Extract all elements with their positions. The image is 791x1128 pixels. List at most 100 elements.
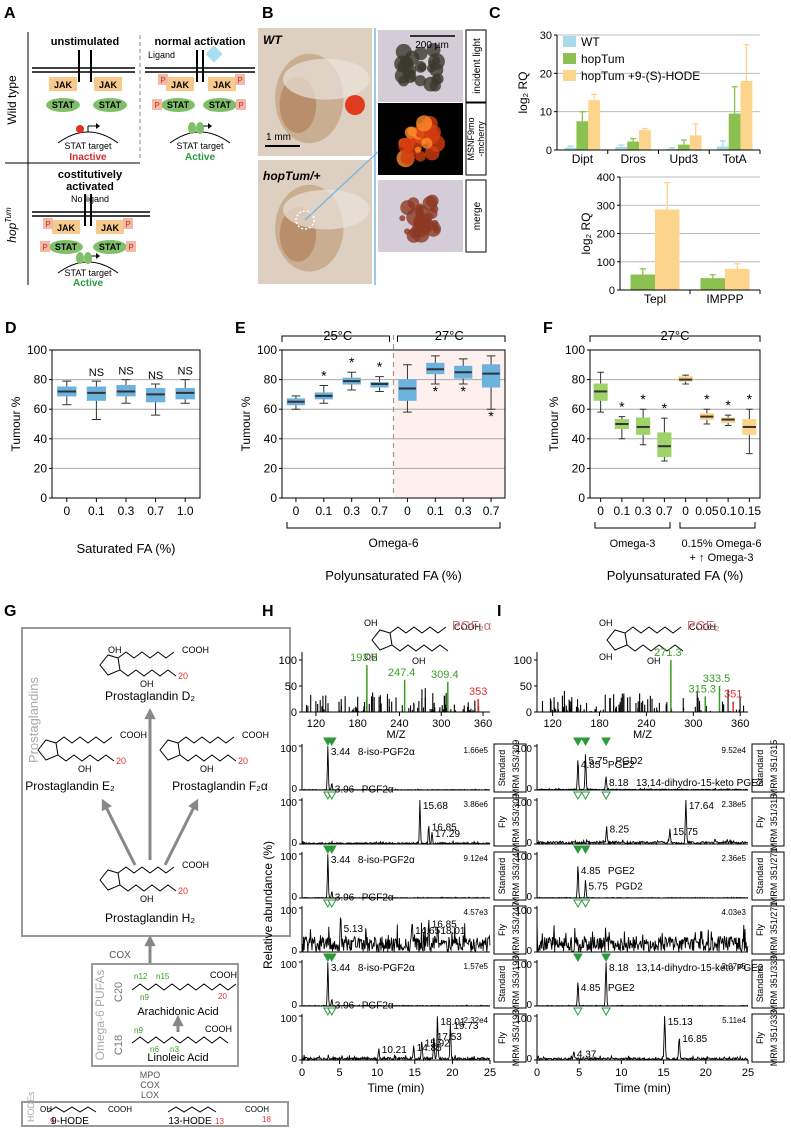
shape <box>236 99 246 110</box>
label: Tum <box>4 207 13 223</box>
error-bar <box>630 137 637 142</box>
x-tick-label: 0.1 <box>88 504 105 518</box>
peak-time: 5.75 <box>589 881 609 892</box>
label: 240 <box>390 718 408 730</box>
peak-name: 8-iso-PGF2α <box>358 963 415 974</box>
trace <box>536 799 749 846</box>
x-tick-label: 0.1 <box>614 504 631 518</box>
shape <box>208 123 212 129</box>
label: 100 <box>515 798 532 809</box>
label: 15 <box>657 1067 669 1079</box>
label: 0 <box>534 1067 540 1079</box>
label: P <box>237 76 242 85</box>
label: OH <box>140 894 154 904</box>
x-tick-label: 1.0 <box>177 504 194 518</box>
shape <box>493 743 527 793</box>
label: hop <box>5 222 19 242</box>
shape <box>161 98 195 112</box>
shape <box>203 98 237 112</box>
bar <box>700 278 725 290</box>
bar <box>564 147 577 150</box>
annotation: * <box>619 399 625 415</box>
shape <box>57 754 115 762</box>
peak-name: PGF2α <box>362 784 394 795</box>
label: Inactive <box>69 152 107 163</box>
shape <box>152 99 162 110</box>
label: 100 <box>515 852 532 863</box>
label: 0 <box>526 838 532 849</box>
label: 0 <box>291 707 297 719</box>
label: 100 <box>280 798 297 809</box>
error-bar <box>731 86 738 114</box>
shape <box>429 80 441 92</box>
panel-label: D <box>5 320 17 337</box>
peak-time: 4.85 <box>581 983 601 994</box>
label: 100 <box>280 906 297 917</box>
peak-time: 8.18 <box>609 778 629 789</box>
label: MRM 351/315 <box>769 740 779 797</box>
scale-label: 1.57e5 <box>464 962 489 971</box>
peak-time: 18.01 <box>440 1017 465 1028</box>
marker <box>573 1007 583 1017</box>
label: M/Z <box>387 729 406 741</box>
label: OH <box>599 652 613 662</box>
panel-label: B <box>262 5 274 22</box>
y-tick-label: 0 <box>578 491 585 505</box>
y-tick-label: 100 <box>597 257 615 269</box>
panel-label: I <box>497 603 501 620</box>
peak-time: 17.29 <box>435 829 460 840</box>
axis-label: Polyunsaturated FA (%) <box>325 568 462 583</box>
label: 15 <box>409 1067 421 1079</box>
label: JAK <box>57 223 76 233</box>
label: 180 <box>349 718 367 730</box>
shape <box>679 522 756 529</box>
shape <box>46 98 80 112</box>
compound-name: PGF₂α <box>452 618 492 633</box>
label: costitutively <box>58 169 123 181</box>
shape <box>465 179 487 253</box>
annotation: * <box>433 383 439 399</box>
panel-label: C <box>489 5 501 22</box>
label: STAT <box>55 242 78 252</box>
box <box>657 432 672 458</box>
scale-label: 2.32e4 <box>464 1016 489 1025</box>
label: COOH <box>242 730 269 740</box>
shape <box>424 145 440 161</box>
bar <box>740 81 753 150</box>
scale-label: 2.36e5 <box>722 854 747 863</box>
bar <box>666 148 678 150</box>
label: 1 mm <box>266 132 291 143</box>
label: JAK <box>99 80 118 90</box>
label: COOH <box>108 1105 132 1114</box>
shape <box>624 626 682 634</box>
shape <box>399 215 406 222</box>
label: OH <box>647 656 661 666</box>
shape <box>49 240 83 254</box>
bar <box>689 135 702 150</box>
label: 0 <box>291 892 297 903</box>
y-tick-label: 80 <box>264 373 278 387</box>
label: 300 <box>432 718 450 730</box>
error-bar <box>567 145 574 148</box>
label: 240 <box>637 718 655 730</box>
label: MRM 353/309 <box>511 794 521 851</box>
label: COOH <box>454 622 481 632</box>
peak-label: 351 <box>724 689 742 701</box>
shape <box>465 29 487 103</box>
shape <box>131 1036 229 1044</box>
label: STAT <box>52 100 75 110</box>
label: 20 <box>700 1067 712 1079</box>
shape <box>52 220 80 234</box>
shape <box>394 67 411 84</box>
shape <box>493 1013 527 1063</box>
label: Fly <box>755 816 765 828</box>
label: COOH <box>245 1105 269 1114</box>
shape <box>37 739 59 761</box>
label: 0 <box>526 707 532 719</box>
label: 20 <box>178 671 188 681</box>
x-tick-label: 0.1 <box>315 504 332 518</box>
label: Standard <box>755 966 765 1003</box>
label: Standard <box>755 858 765 895</box>
label: Standard <box>497 858 507 895</box>
shape <box>96 123 100 129</box>
